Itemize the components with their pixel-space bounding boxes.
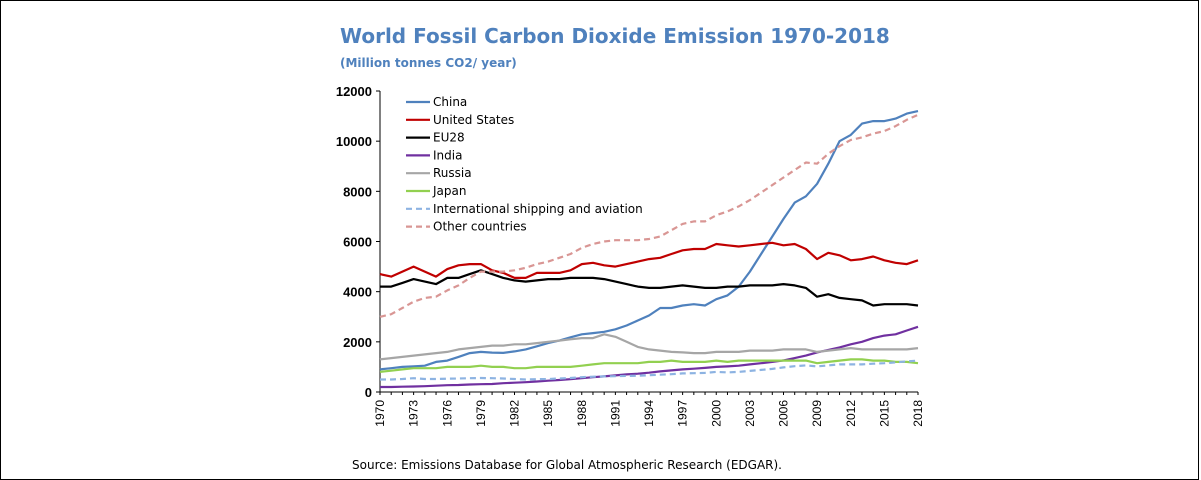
legend-label: Japan (432, 184, 466, 198)
y-tick-label: 12000 (336, 84, 372, 99)
legend-label: India (433, 148, 462, 162)
x-tick-label: 2012 (844, 400, 858, 427)
x-tick-label: 1997 (676, 400, 690, 427)
x-tick-label: 1970 (373, 400, 387, 427)
legend-label: Other countries (433, 220, 527, 234)
series-line-7 (379, 113, 919, 318)
series-line-1 (379, 241, 919, 279)
x-tick-label: 1982 (508, 400, 522, 427)
y-tick-label: 10000 (336, 134, 372, 149)
legend-label: Russia (433, 166, 472, 180)
x-tick-label: 2009 (810, 400, 824, 427)
x-tick-label: 1979 (474, 400, 488, 427)
series-line-0 (379, 110, 919, 371)
y-tick-label: 0 (365, 385, 372, 400)
x-tick-label: 1991 (608, 400, 622, 427)
x-tick-label: 1988 (575, 400, 589, 427)
x-tick-label: 2015 (877, 400, 891, 427)
y-tick-label: 8000 (343, 184, 372, 199)
x-tick-label: 2003 (743, 400, 757, 427)
x-tick-label: 2018 (911, 400, 925, 427)
legend-label: International shipping and aviation (433, 202, 643, 216)
legend-label: EU28 (433, 131, 465, 145)
chart-legend: China United States EU28 India Russia Japan In… (406, 95, 643, 234)
chart-source: Source: Emissions Database for Global At… (352, 458, 782, 472)
chart-title: World Fossil Carbon Dioxide Emission 197… (340, 24, 890, 48)
x-tick-label: 1994 (642, 400, 656, 427)
chart-series (379, 110, 919, 389)
x-tick-label: 1976 (440, 400, 454, 427)
series-line-2 (380, 269, 919, 307)
series-line-5 (379, 358, 919, 373)
chart-axes: 0 2000 4000 6000 8000 10000 12000 1970 1973 1976 1… (336, 84, 925, 427)
legend-label: China (433, 95, 467, 109)
x-tick-label: 2000 (709, 400, 723, 427)
x-tick-label: 1973 (407, 400, 421, 427)
x-tick-label: 2006 (777, 400, 791, 427)
x-tick-label: 1985 (541, 400, 555, 427)
y-tick-label: 2000 (343, 335, 372, 350)
series-line-6 (380, 359, 919, 381)
legend-label: United States (433, 113, 514, 127)
chart-subtitle: (Million tonnes CO2/ year) (340, 56, 517, 70)
series-line-4 (379, 333, 919, 361)
y-tick-label: 6000 (343, 235, 372, 250)
y-tick-label: 4000 (343, 285, 372, 300)
